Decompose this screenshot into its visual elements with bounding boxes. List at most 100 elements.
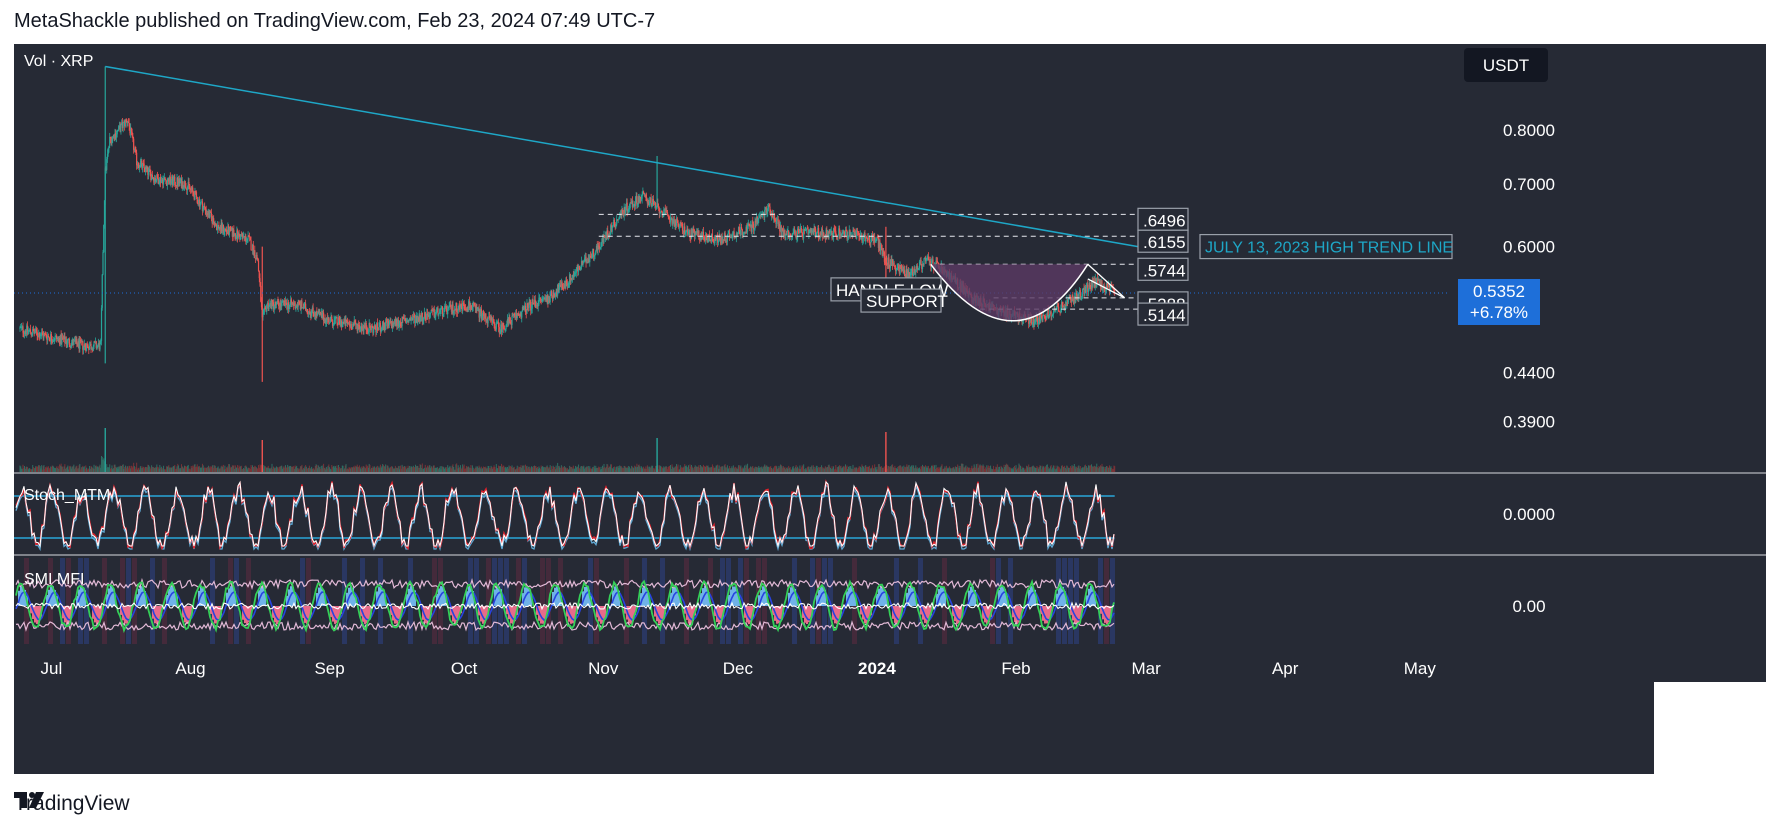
candle-body [871,235,873,240]
volume-bar [889,467,891,472]
candle-body [73,340,75,345]
candle-body [553,292,555,297]
candle-body [680,222,682,224]
candle-body [604,235,606,238]
volume-bar [26,467,28,472]
candle-body [318,310,320,314]
volume-bar [1007,464,1009,472]
candle-body [429,312,432,314]
volume-bar [818,467,820,472]
volume-bar [29,468,31,472]
candle-body [576,267,578,269]
candle-body [328,317,330,324]
candle-body [787,230,789,232]
smi-negative-bar [330,606,332,618]
level-label: .6496 [1143,211,1186,230]
volume-bar [330,469,332,472]
volume-bar [65,467,67,472]
volume-bar [591,468,593,472]
volume-bar [683,466,685,472]
volume-bar [816,465,818,472]
volume-bar [619,465,621,472]
volume-bar [20,468,22,472]
smi-negative-bar [544,606,546,621]
candle-body [898,268,900,274]
volume-bar [742,468,744,472]
volume-bar [470,465,472,472]
candle-body [174,185,177,186]
candle-body [273,305,275,309]
volume-bar [833,466,835,472]
volume-bar [705,466,707,472]
candle-body [239,235,241,240]
candle-body [612,225,614,228]
candle-body [809,228,811,230]
volume-bar [513,467,515,472]
candle-body [21,326,23,328]
volume-bar [756,467,758,472]
smi-negative-bar [604,606,606,620]
volume-bar [279,466,281,472]
volume-bar [1054,465,1056,472]
volume-bar [947,467,949,472]
smi-positive-bar [1034,589,1036,606]
candle-body [821,228,823,237]
volume-bar [803,469,805,472]
volume-bar [798,469,800,472]
volume-bar [464,468,466,472]
candle-body [829,230,831,233]
volume-bar [727,469,729,472]
candle-body [86,344,88,345]
chart-area[interactable]: 0.8000 0.7000 0.6000 0.4400 0.3900 0.0000 0.00… [14,44,1766,774]
volume-bar [288,466,290,472]
candle-body [598,245,600,247]
candle-body [681,223,684,231]
volume-bar [74,469,76,472]
volume-bar [777,468,779,472]
volume-bar [23,466,25,472]
smi-mfi-pane [15,558,1115,644]
volume-bar [160,466,162,472]
volume-bar [122,464,124,472]
smi-negative-bar [868,606,870,622]
candle-body [1065,304,1067,306]
volume-bar [308,465,310,472]
candle-body [77,340,79,347]
volume-bar [83,467,85,472]
volume-bar [987,467,989,472]
volume-bar [560,465,562,472]
candle-body [687,228,689,235]
smi-negative-bar [458,606,460,620]
candle-body [473,303,475,304]
smi-negative-bar [68,606,70,623]
candle-body [226,231,228,233]
candle-body [210,211,212,213]
volume-bar [875,469,877,472]
volume-bar [886,464,888,472]
candle-body [457,309,459,313]
volume-bar [176,466,178,472]
candle-body [397,319,399,327]
candle-body [325,322,327,324]
volume-bar [593,466,595,472]
candle-body [856,230,859,232]
candle-body [432,310,434,312]
candle-body [713,241,715,243]
volume-bar [792,466,794,472]
candle-body [359,328,361,330]
volume-bar [59,464,61,472]
candle-body [173,176,175,180]
chart-svg[interactable]: 0.80000.70000.60000.44000.39000.00000.00… [14,44,1766,774]
candle-body [778,224,780,226]
candle-body [1078,292,1080,301]
level-label: .5144 [1143,306,1186,325]
candle-body [438,312,441,314]
volume-bar [1076,467,1078,472]
volume-bar [907,465,909,472]
volume-bar [77,468,79,472]
volume-bar [164,468,166,472]
smi-negative-bar [810,606,812,618]
volume-bar [685,465,687,472]
volume-bar [892,464,894,472]
smi-positive-bar [48,589,50,606]
